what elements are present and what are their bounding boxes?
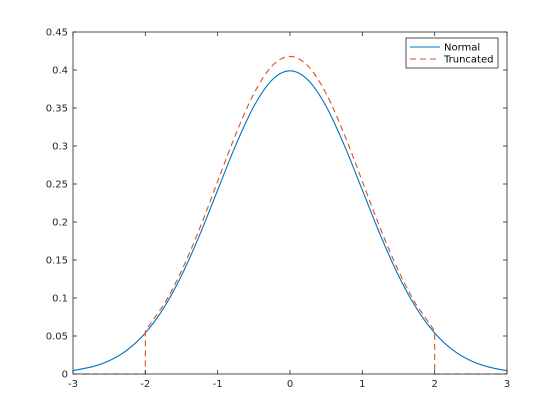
y-tick-label: 0.05 (46, 332, 68, 343)
y-tick-label: 0 (62, 370, 68, 381)
x-tick-label: 3 (504, 379, 510, 390)
y-tick-label: 0.15 (46, 256, 68, 267)
series-line-truncated (73, 55, 507, 375)
legend-label-normal: Normal (444, 43, 480, 54)
y-axis: 0 0.05 0.1 0.15 0.2 0.25 0.3 0.35 0.4 0.45 (46, 28, 507, 381)
x-tick-label: 2 (431, 379, 437, 390)
legend-box (405, 37, 499, 69)
y-tick-label: 0.1 (52, 294, 68, 305)
x-tick-label: -2 (140, 379, 150, 390)
x-tick-label: 1 (359, 379, 365, 390)
y-tick-label: 0.25 (46, 180, 68, 191)
y-tick-label: 0.3 (52, 142, 68, 153)
series-line-normal (72, 70, 508, 372)
series-layer (72, 55, 508, 375)
y-tick-label: 0.4 (52, 66, 68, 77)
x-tick-label: -1 (213, 379, 223, 390)
x-tick-label: -3 (68, 379, 78, 390)
y-tick-label: 0.35 (46, 104, 68, 115)
plot-area (73, 32, 507, 374)
legend-label-truncated: Truncated (443, 55, 493, 66)
x-axis: -3 -2 -1 0 1 2 3 (68, 32, 510, 390)
x-tick-label: 0 (287, 379, 293, 390)
y-tick-label: 0.2 (52, 218, 68, 229)
y-tick-label: 0.45 (46, 28, 68, 39)
